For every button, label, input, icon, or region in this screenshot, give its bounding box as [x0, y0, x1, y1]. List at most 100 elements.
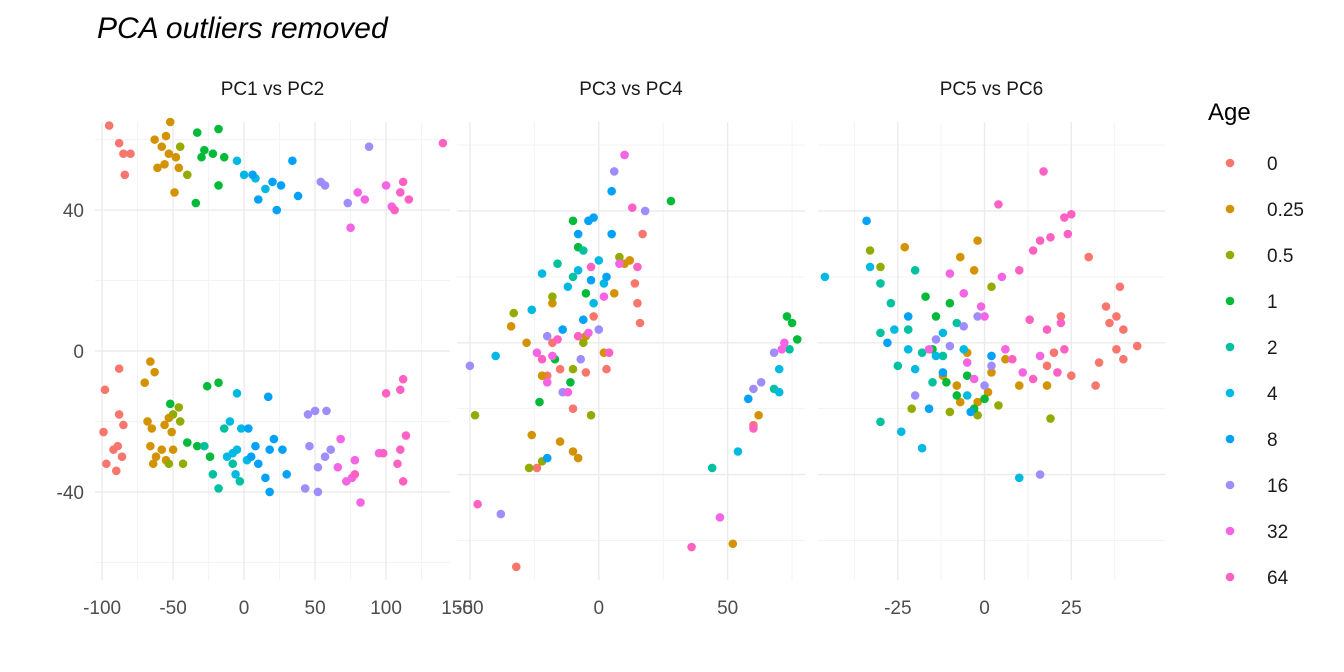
data-point: [153, 163, 162, 173]
data-point: [109, 445, 118, 454]
data-point: [966, 407, 975, 417]
y-tick-label: 0: [73, 342, 84, 363]
data-point: [117, 452, 127, 461]
data-point: [381, 181, 391, 190]
data-point: [157, 142, 167, 151]
data-point: [1014, 473, 1024, 483]
data-point: [150, 367, 159, 377]
data-point: [865, 262, 875, 272]
data-point: [555, 437, 565, 446]
data-point: [615, 259, 624, 268]
data-point: [976, 302, 986, 311]
data-point: [589, 213, 598, 222]
data-point: [168, 410, 178, 419]
data-point: [573, 453, 583, 463]
data-point: [398, 477, 408, 486]
data-point: [931, 351, 941, 361]
data-point: [1042, 325, 1052, 334]
data-point: [114, 364, 124, 373]
data-point: [756, 378, 766, 387]
data-point: [987, 351, 996, 361]
data-point: [586, 275, 596, 285]
data-point: [602, 364, 611, 374]
data-point: [1101, 302, 1111, 311]
data-point: [900, 242, 910, 252]
data-point: [1028, 374, 1038, 384]
data-point: [777, 345, 787, 354]
data-point: [579, 315, 588, 324]
data-point: [219, 424, 229, 433]
data-point: [148, 459, 158, 469]
data-point: [903, 345, 913, 354]
data-point: [320, 452, 330, 461]
data-point: [558, 325, 567, 334]
data-point: [150, 135, 159, 144]
data-point: [1067, 209, 1076, 219]
data-point: [568, 404, 578, 413]
data-point: [197, 152, 206, 162]
data-point: [140, 378, 149, 388]
data-point: [980, 312, 989, 321]
data-point: [253, 195, 263, 204]
data-point: [931, 335, 941, 344]
facet-panel: PC5 vs PC6 -25 0 25: [818, 79, 1165, 619]
data-point: [743, 394, 753, 404]
data-point: [715, 513, 725, 522]
data-point: [265, 487, 274, 497]
data-point: [165, 117, 175, 127]
data-point: [959, 321, 969, 331]
data-point: [146, 441, 155, 451]
y-tick-label: -40: [57, 483, 84, 504]
data-point: [553, 335, 562, 344]
data-point: [214, 484, 223, 493]
data-point: [983, 387, 993, 397]
data-point: [164, 459, 174, 469]
data-point: [994, 200, 1003, 209]
data-point: [973, 397, 982, 407]
data-point: [214, 378, 223, 388]
data-point: [208, 149, 218, 159]
data-point: [749, 384, 758, 394]
data-point: [537, 354, 547, 364]
data-point: [313, 487, 323, 497]
data-point: [398, 177, 408, 187]
data-point: [509, 308, 519, 318]
data-point: [893, 361, 903, 371]
data-point: [959, 289, 969, 298]
data-point: [333, 462, 343, 472]
data-point: [820, 272, 830, 282]
data-point: [170, 188, 179, 197]
data-point: [353, 188, 363, 197]
data-point: [785, 345, 794, 354]
data-point: [609, 289, 619, 298]
data-point: [1060, 345, 1069, 354]
x-tick-label: 50: [305, 598, 326, 619]
data-point: [865, 246, 875, 255]
legend-label: 32: [1267, 522, 1288, 543]
data-point: [265, 445, 274, 454]
data-point: [568, 272, 578, 282]
data-point: [200, 441, 209, 451]
data-point: [774, 364, 784, 374]
data-point: [931, 312, 941, 321]
data-point: [573, 265, 583, 275]
data-point: [164, 149, 174, 159]
data-point: [364, 142, 374, 151]
data-point: [792, 335, 802, 344]
data-point: [473, 499, 482, 509]
data-point: [987, 361, 996, 371]
data-point: [120, 170, 130, 180]
data-point: [99, 427, 108, 437]
data-point: [119, 420, 128, 430]
data-point: [114, 138, 124, 148]
legend-label: 0.5: [1267, 246, 1293, 267]
data-point: [524, 463, 534, 473]
data-point: [326, 445, 336, 454]
data-point: [219, 152, 229, 162]
data-point: [343, 198, 353, 208]
data-point: [579, 338, 588, 348]
legend-key: [1225, 480, 1235, 490]
data-point: [293, 191, 303, 201]
data-point: [191, 198, 201, 208]
